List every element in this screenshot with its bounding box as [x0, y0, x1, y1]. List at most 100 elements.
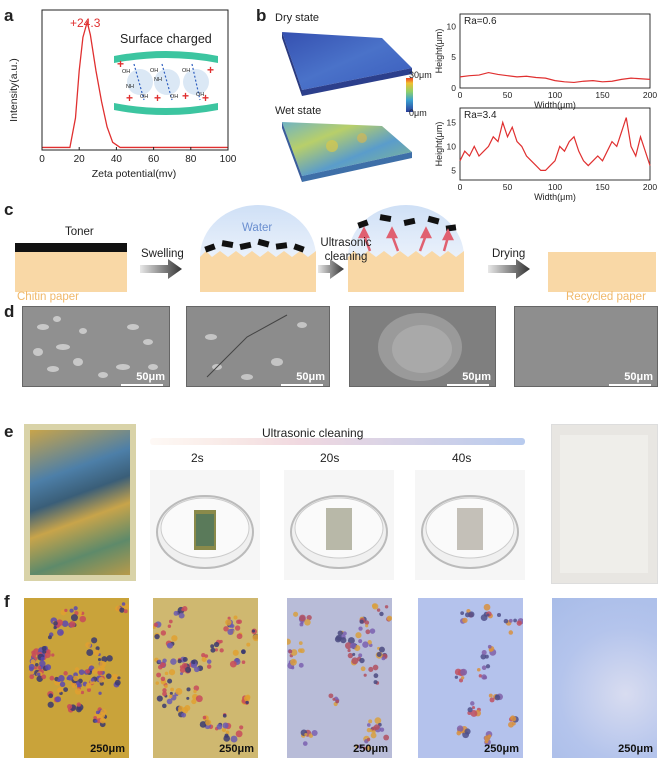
toner-cluster — [508, 715, 519, 728]
toner-dot — [370, 732, 377, 739]
toner-dot — [155, 681, 159, 685]
toner-dot — [201, 656, 207, 663]
toner-dot — [168, 694, 173, 699]
zeta-xtick-label: 0 — [39, 154, 45, 165]
toner-dot — [69, 608, 74, 613]
toner-dot — [91, 637, 98, 644]
profile-ytick-label: 10 — [447, 21, 457, 31]
toner-dot — [367, 640, 372, 645]
toner-dot — [456, 725, 464, 732]
toner-dot — [76, 681, 80, 686]
sem-scalebar-line-4 — [609, 384, 651, 386]
toner-dot — [154, 633, 160, 640]
toner-dot — [368, 719, 373, 724]
toner-cluster — [85, 637, 101, 657]
toner-cluster — [177, 656, 192, 673]
panel-d-label: d — [4, 302, 15, 321]
toner-dot — [460, 668, 468, 676]
toner-dot — [202, 715, 207, 720]
svg-text:OH: OH — [150, 68, 158, 74]
toner-dot — [210, 647, 216, 653]
toner-cluster — [454, 668, 468, 683]
profile-xtick-label: 100 — [548, 182, 562, 192]
toner-dot — [106, 655, 113, 662]
toner-dot — [374, 717, 382, 724]
toner-dot — [358, 626, 363, 631]
toner-dot — [458, 678, 464, 683]
toner-dot — [186, 687, 191, 692]
toner-dot — [304, 733, 308, 737]
toner-cluster — [74, 681, 92, 695]
toner-dot — [290, 658, 297, 666]
toner-dot — [100, 708, 107, 716]
toner-dot — [164, 684, 168, 689]
profile-xtick-label: 50 — [503, 182, 513, 192]
toner-dot — [94, 719, 98, 723]
toner-dot — [486, 613, 490, 617]
toner-cluster — [50, 617, 64, 630]
toner-dot — [483, 675, 488, 680]
toner-cluster — [36, 664, 55, 682]
toner-dot — [290, 649, 298, 656]
zeta-line — [42, 19, 228, 149]
toner-dot — [90, 678, 95, 682]
toner-dot — [365, 624, 369, 628]
toner-dot — [234, 625, 241, 631]
toner-dot — [379, 727, 385, 732]
toner-dot — [54, 696, 62, 703]
toner-dot — [99, 717, 106, 724]
toner-dot — [186, 696, 190, 700]
time-label-40s: 40s — [452, 451, 472, 465]
toner-dot — [355, 632, 362, 639]
toner-cluster — [105, 673, 121, 688]
svg-text:NH: NH — [154, 77, 162, 83]
panel-a-label: a — [4, 6, 14, 25]
toner-dot — [467, 707, 473, 713]
toner-cluster — [360, 664, 380, 685]
surface-charged-title: Surface charged — [120, 32, 212, 46]
zeta-ylabel: Intensity(a.u.) — [8, 58, 20, 122]
panel-f-label: f — [4, 592, 10, 611]
toner-dot — [236, 633, 243, 640]
profile-ytick-label: 5 — [451, 165, 456, 175]
toner-dot — [73, 606, 78, 611]
toner-cluster — [488, 693, 503, 703]
toner-dot — [302, 741, 308, 746]
toner-cluster — [241, 694, 251, 706]
toner-dot — [366, 723, 371, 727]
toner-dot — [233, 615, 238, 620]
dish-photo-20s — [284, 470, 394, 580]
toner-dot — [61, 620, 69, 627]
chitin-paper-label: Chitin paper — [17, 291, 80, 303]
toner-dot — [74, 611, 79, 616]
colorbar-min: 0μm — [409, 108, 427, 118]
toner-cluster — [334, 630, 347, 644]
zeta-frame — [41, 9, 229, 151]
zeta-xticks: 0 20 40 60 80 100 — [39, 147, 237, 165]
sem-image-4: 50μm — [514, 306, 658, 387]
toner-dot — [168, 669, 176, 676]
toner-cluster — [28, 663, 41, 680]
toner-dot — [168, 619, 173, 624]
toner-dot — [93, 649, 100, 656]
toner-cluster — [154, 657, 167, 670]
toner-dot — [496, 612, 502, 617]
toner-dot — [487, 644, 492, 649]
micrograph-4: 250μm — [418, 598, 523, 758]
toner-dot — [516, 620, 522, 626]
toner-dot — [386, 615, 392, 621]
toner-dot — [85, 668, 90, 674]
toner-dot — [366, 745, 372, 751]
micrograph-2: 250μm — [153, 598, 258, 758]
toner-dot — [156, 672, 162, 678]
toner-dot — [480, 653, 487, 660]
toner-cluster — [210, 639, 224, 653]
surface-charged-schematic: + + + + + + OH OH OH OH OH NH NH OH — [114, 51, 218, 115]
toner-dot — [105, 673, 112, 679]
svg-text:+: + — [154, 91, 161, 105]
toner-dot — [364, 620, 370, 625]
toner-dot — [177, 709, 182, 713]
toner-cluster — [355, 628, 376, 648]
toner-dot — [464, 612, 471, 618]
dry-state-label: Dry state — [275, 12, 320, 24]
